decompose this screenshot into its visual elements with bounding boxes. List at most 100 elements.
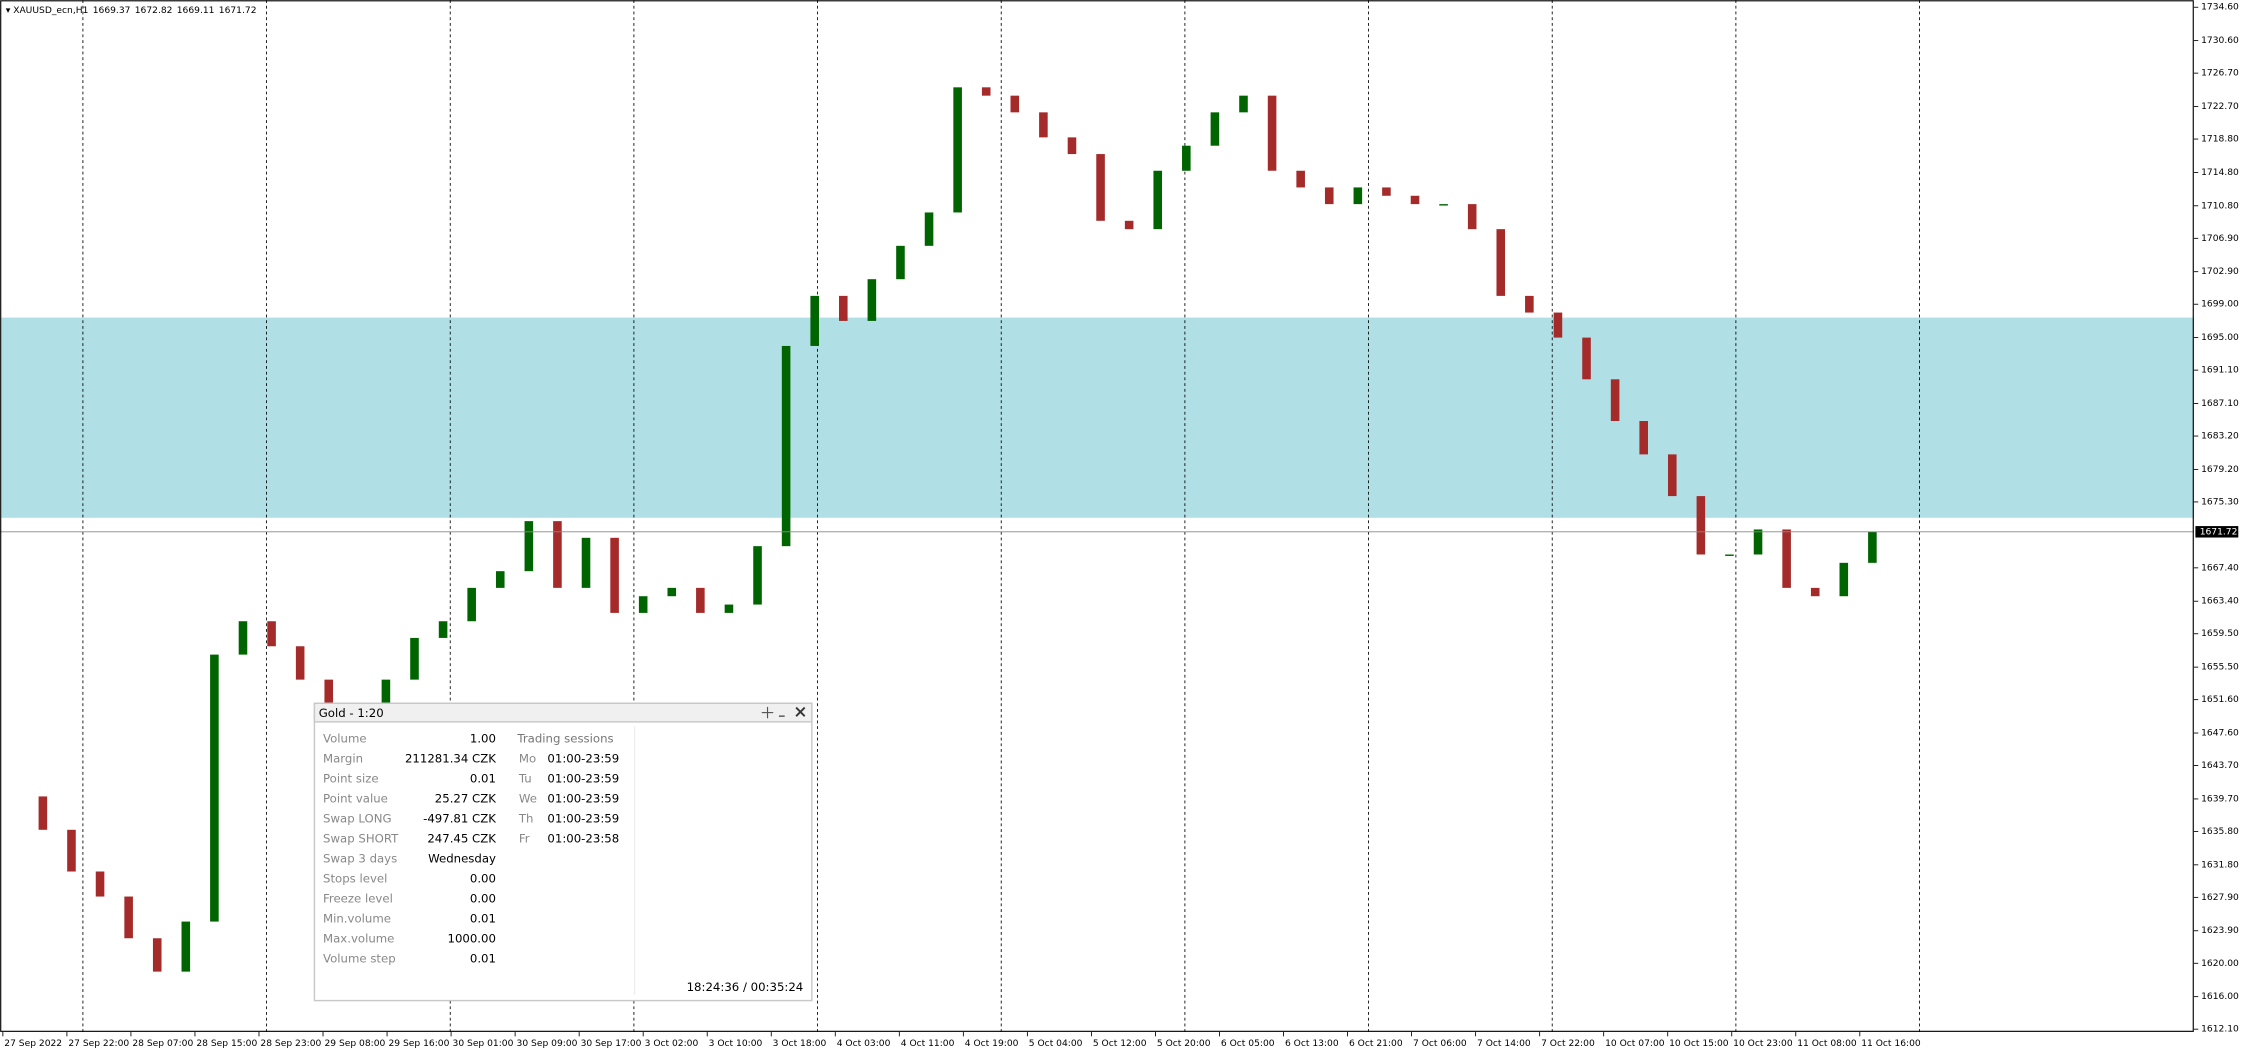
candle-body [1525,295,1534,313]
candle-body [1353,187,1363,205]
symbol-header: ▾ XAUUSD_ecn,H1 1669.37 1672.82 1669.11 1671… [6,6,257,16]
candle-body [381,679,391,714]
x-tick-label: 11 Oct 16:00 [1861,1039,1921,1049]
collapse-icon[interactable]: ▾ [6,6,13,16]
candle-body [1553,312,1563,338]
x-tick-label: 6 Oct 05:00 [1221,1039,1275,1049]
price-zone [1,317,2194,518]
session-hours: 01:00-23:59 [547,752,619,766]
candle-body [152,938,162,972]
session-day: We [519,792,537,806]
session-day: Th [518,812,534,826]
ohlc-value: 1671.72 [219,6,257,16]
y-tick-label: 1663.40 [2201,597,2239,607]
candle-body [1839,562,1849,597]
y-tick-label: 1651.60 [2201,695,2239,705]
y-tick-label: 1643.70 [2201,761,2239,771]
property-name: Volume step [323,952,396,966]
x-tick-label: 29 Sep 16:00 [388,1039,449,1049]
candle-body [210,654,219,922]
candle-body [610,537,619,613]
property-name: Volume [323,732,367,746]
y-tick-label: 1647.60 [2201,729,2239,739]
property-value: 211281.34 CZK [405,752,496,766]
candle-body [1667,454,1677,497]
x-tick-label: 5 Oct 12:00 [1093,1039,1147,1049]
candle-body [438,621,448,638]
close-button[interactable] [795,706,806,717]
ohlc-value: 1669.11 [177,6,215,16]
candle-body [953,87,962,213]
x-tick-label: 3 Oct 02:00 [645,1039,699,1049]
symbol-name: XAUUSD_ecn,H1 [13,6,88,16]
x-tick-label: 30 Sep 17:00 [581,1039,642,1049]
candle-body [1382,187,1391,196]
candle-body [38,796,48,830]
x-tick-label: 7 Oct 06:00 [1413,1039,1467,1049]
property-value: Wednesday [428,852,496,866]
x-tick-label: 10 Oct 23:00 [1733,1039,1793,1049]
y-tick-label: 1631.80 [2201,860,2239,870]
y-tick-label: 1706.90 [2201,234,2239,244]
candle-body [838,295,848,321]
candle-body [981,87,991,96]
property-value: 0.01 [470,952,496,966]
y-tick-label: 1718.80 [2201,135,2239,145]
x-tick-label: 4 Oct 19:00 [965,1039,1019,1049]
y-tick-label: 1612.10 [2201,1025,2239,1035]
y-tick-label: 1675.30 [2201,497,2239,507]
property-name: Max.volume [323,932,394,946]
property-name: Min.volume [323,912,391,926]
candle-body [467,587,476,622]
session-day: Mo [519,752,536,766]
x-tick-label: 4 Oct 11:00 [901,1039,955,1049]
property-value: 1.00 [470,732,496,746]
plot-area [0,0,2194,1033]
y-tick-label: 1639.70 [2201,794,2239,804]
candle-body [495,571,505,588]
candle-body [1124,220,1134,230]
candle-body [581,537,591,588]
y-tick-label: 1627.90 [2201,893,2239,903]
x-tick-label: 6 Oct 21:00 [1349,1039,1403,1049]
move-icon[interactable] [761,706,774,719]
candle-body [1182,145,1191,171]
candle-body [1782,529,1791,588]
y-tick-label: 1730.60 [2201,36,2239,46]
y-tick-label: 1722.70 [2201,102,2239,112]
x-tick-label: 28 Sep 07:00 [132,1039,193,1049]
session-hours: 01:00-23:59 [547,792,619,806]
property-name: Swap 3 days [323,852,397,866]
x-tick-label: 27 Sep 2022 [4,1039,62,1049]
y-tick-label: 1620.00 [2201,959,2239,969]
y-tick-label: 1734.60 [2201,3,2239,13]
candle-body [295,646,305,680]
property-value: 247.45 CZK [427,832,496,846]
y-tick-label: 1726.70 [2201,69,2239,79]
panel-titlebar [313,702,813,723]
candle-body [67,829,76,872]
candle-body [1496,229,1506,296]
candle-body [1010,95,1020,113]
candle-body [1439,204,1448,206]
candle-body [95,871,105,897]
candle-body [781,345,791,547]
x-tick-label: 7 Oct 14:00 [1477,1039,1531,1049]
candle-body [1582,337,1591,380]
x-tick-label: 27 Sep 22:00 [68,1039,129,1049]
y-tick-label: 1710.80 [2201,201,2239,211]
candle-body [1239,95,1248,113]
candle-body [1467,204,1477,230]
property-name: Freeze level [323,892,393,906]
ohlc-value: 1669.37 [93,6,131,16]
x-tick-label: 28 Sep 23:00 [260,1039,321,1049]
x-tick-label: 3 Oct 18:00 [773,1039,827,1049]
symbol-panel[interactable]: Gold - 1:20 Trading sessions 18:24:36 / … [313,702,813,1002]
property-value: 0.00 [470,872,496,886]
property-value: 1000.00 [447,932,495,946]
property-value: -497.81 CZK [423,812,496,826]
x-tick-label: 5 Oct 20:00 [1157,1039,1211,1049]
property-value: 0.01 [470,772,496,786]
y-tick-label: 1679.20 [2201,465,2239,475]
x-tick-label: 28 Sep 15:00 [196,1039,257,1049]
